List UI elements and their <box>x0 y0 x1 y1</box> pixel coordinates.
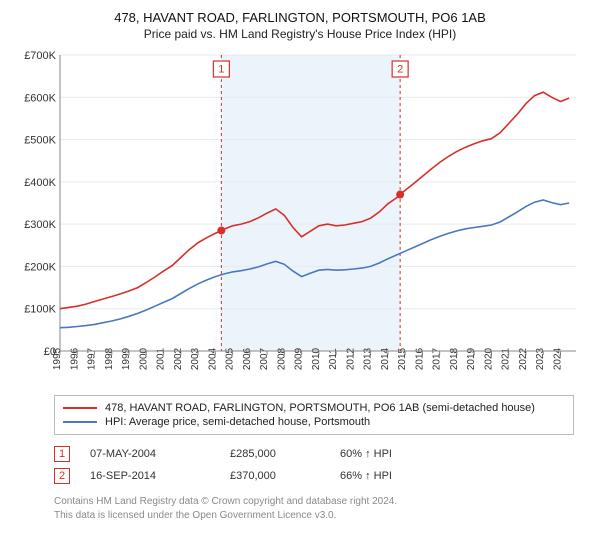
sale-badge: 2 <box>54 468 70 484</box>
sale-price: £285,000 <box>230 448 340 460</box>
svg-text:2: 2 <box>397 63 403 75</box>
svg-text:£500K: £500K <box>24 135 56 147</box>
line-chart: £0£100K£200K£300K£400K£500K£600K£700K199… <box>14 47 586 387</box>
sale-row: 1 07-MAY-2004£285,00060% ↑ HPI <box>54 443 574 465</box>
sale-events-table: 1 07-MAY-2004£285,00060% ↑ HPI 2 16-SEP-201… <box>54 443 574 487</box>
legend-item: HPI: Average price, semi-detached house,… <box>63 416 565 428</box>
svg-text:£600K: £600K <box>24 92 56 104</box>
sale-price: £370,000 <box>230 470 340 482</box>
svg-text:£100K: £100K <box>24 304 56 316</box>
legend-label: 478, HAVANT ROAD, FARLINGTON, PORTSMOUTH… <box>105 402 535 414</box>
legend-swatch <box>63 407 97 409</box>
sale-date: 16-SEP-2014 <box>90 470 230 482</box>
legend-item: 478, HAVANT ROAD, FARLINGTON, PORTSMOUTH… <box>63 402 565 414</box>
sale-badge: 1 <box>54 446 70 462</box>
chart-title: 478, HAVANT ROAD, FARLINGTON, PORTSMOUTH… <box>14 10 586 25</box>
legend: 478, HAVANT ROAD, FARLINGTON, PORTSMOUTH… <box>54 395 574 435</box>
svg-text:£300K: £300K <box>24 219 56 231</box>
svg-text:1: 1 <box>218 63 224 75</box>
attribution-footer: Contains HM Land Registry data © Crown c… <box>54 495 586 522</box>
chart-subtitle: Price paid vs. HM Land Registry's House … <box>14 27 586 41</box>
chart-area: £0£100K£200K£300K£400K£500K£600K£700K199… <box>14 47 586 387</box>
figure-container: 478, HAVANT ROAD, FARLINGTON, PORTSMOUTH… <box>0 0 600 522</box>
footer-line-2: This data is licensed under the Open Gov… <box>54 509 586 523</box>
sale-hpi-pct: 60% ↑ HPI <box>340 448 460 460</box>
footer-line-1: Contains HM Land Registry data © Crown c… <box>54 495 586 509</box>
svg-text:£700K: £700K <box>24 50 56 62</box>
sale-date: 07-MAY-2004 <box>90 448 230 460</box>
title-block: 478, HAVANT ROAD, FARLINGTON, PORTSMOUTH… <box>14 10 586 41</box>
svg-text:£400K: £400K <box>24 177 56 189</box>
sale-hpi-pct: 66% ↑ HPI <box>340 470 460 482</box>
legend-label: HPI: Average price, semi-detached house,… <box>105 416 370 428</box>
legend-swatch <box>63 421 97 423</box>
svg-text:£200K: £200K <box>24 261 56 273</box>
sale-row: 2 16-SEP-2014£370,00066% ↑ HPI <box>54 465 574 487</box>
